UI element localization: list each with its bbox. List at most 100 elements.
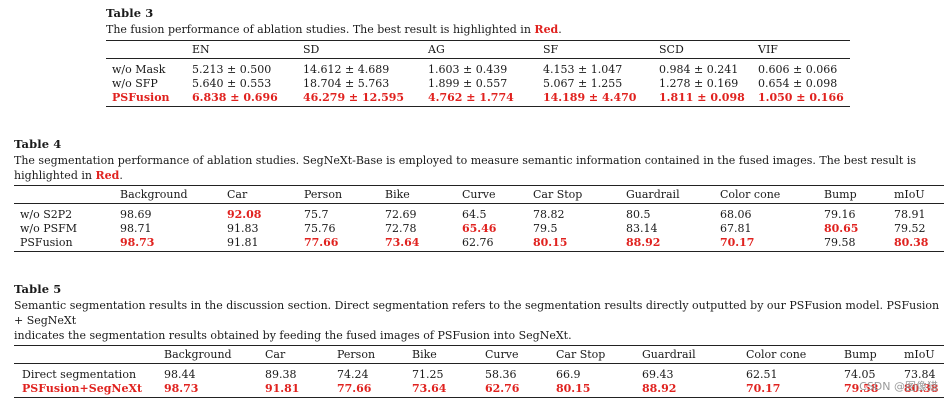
table4-cell: 80.65 — [824, 221, 859, 235]
table4-cell: 65.46 — [462, 221, 497, 235]
table5-caption-line1: Semantic segmentation results in the dis… — [14, 299, 940, 327]
table3-col-header — [106, 41, 192, 59]
table5-cell: 73.84 — [904, 367, 936, 381]
table3-col-header: EN — [192, 43, 210, 56]
table4-cell: 83.14 — [626, 221, 658, 235]
table3-title: Table 3 — [106, 6, 154, 20]
table4-cell: 91.83 — [227, 221, 259, 235]
table3-row: w/o SFP 5.640 ± 0.553 18.704 ± 5.763 1.899 … — [106, 76, 850, 90]
table4-col-header — [14, 186, 120, 204]
table4-row: w/o PSFM 98.71 91.83 75.76 72.78 65.46 79.5 83.… — [14, 221, 944, 235]
table5-col-header: Bike — [412, 348, 437, 361]
table5-cell: 80.15 — [556, 381, 591, 395]
table5-cell: 88.92 — [642, 381, 677, 395]
table3-row-label: w/o Mask — [112, 62, 166, 76]
table3-col-header: AG — [428, 43, 445, 56]
table5-cell: 89.38 — [265, 367, 297, 381]
table3-cell: 1.278 ± 0.169 — [659, 76, 739, 90]
table3-cell: 0.984 ± 0.241 — [659, 62, 739, 76]
table3-header-row: EN SD AG SF SCD VIF — [106, 41, 850, 59]
table5-cell: 74.05 — [844, 367, 876, 381]
table5-cell: 58.36 — [485, 367, 517, 381]
table3-col-header: SD — [303, 43, 320, 56]
table3-cell: 1.811 ± 0.098 — [659, 90, 745, 104]
table4-cell: 79.5 — [533, 221, 558, 235]
table5-col-header: Color cone — [746, 348, 807, 361]
table3-cell: 1.050 ± 0.166 — [758, 90, 844, 104]
table5-cell: 74.24 — [337, 367, 369, 381]
table4-cell: 77.66 — [304, 235, 339, 249]
table4-header-row: Background Car Person Bike Curve Car Stop Guar… — [14, 186, 944, 204]
table4-cell: 88.92 — [626, 235, 661, 249]
table4-cell: 62.76 — [462, 235, 494, 249]
table3-caption: The fusion performance of ablation studi… — [106, 22, 850, 37]
table5-col-header: Person — [337, 348, 376, 361]
table4-col-header: Car Stop — [533, 188, 583, 201]
table3-row-label: PSFusion — [112, 90, 170, 104]
table4-cell: 64.5 — [462, 207, 487, 221]
table5-cell: 79.58 — [844, 381, 879, 395]
table4-col-header: Person — [304, 188, 343, 201]
table5-row: Direct segmentation 98.44 89.38 74.24 71.25 5… — [14, 364, 944, 382]
table3-row: w/o Mask 5.213 ± 0.500 14.612 ± 4.689 1.603… — [106, 59, 850, 77]
table5-row: PSFusion+SegNeXt 98.73 91.81 77.66 73.64 62.7… — [14, 381, 944, 397]
table5-cell: 91.81 — [265, 381, 300, 395]
table5-cell: 69.43 — [642, 367, 674, 381]
table5-row-label: PSFusion+SegNeXt — [22, 381, 143, 395]
table4-cell: 80.38 — [894, 235, 929, 249]
table4-cell: 91.81 — [227, 235, 259, 249]
table4-row-label: w/o PSFM — [20, 221, 78, 235]
table5-title: Table 5 — [14, 282, 62, 296]
table3-caption-end: . — [558, 23, 562, 36]
table3-cell: 18.704 ± 5.763 — [303, 76, 390, 90]
table5-cell: 70.17 — [746, 381, 781, 395]
table4-caption-end: . — [119, 169, 123, 182]
table3-caption-text: The fusion performance of ablation studi… — [106, 23, 535, 36]
table4-cell: 78.91 — [894, 207, 926, 221]
table5-cell: 66.9 — [556, 367, 581, 381]
table3-cell: 5.640 ± 0.553 — [192, 76, 272, 90]
table4-cell: 73.64 — [385, 235, 420, 249]
table4-col-header: Car — [227, 188, 248, 201]
table3-cell: 5.067 ± 1.255 — [543, 76, 623, 90]
table4-title: Table 4 — [14, 137, 62, 151]
table5-col-header: Car — [265, 348, 286, 361]
table3-cell: 0.654 ± 0.098 — [758, 76, 838, 90]
table4-col-header: Curve — [462, 188, 496, 201]
table3-caption-red: Red — [534, 23, 559, 36]
table5-col-header: Bump — [844, 348, 877, 361]
table5: Background Car Person Bike Curve Car Stop Guar… — [14, 345, 944, 398]
table4-cell: 70.17 — [720, 235, 755, 249]
table3-cell: 4.153 ± 1.047 — [543, 62, 623, 76]
table4-cell: 79.52 — [894, 221, 926, 235]
table4-cell: 98.71 — [120, 221, 152, 235]
table3-cell: 5.213 ± 0.500 — [192, 62, 272, 76]
table4-col-header: Background — [120, 188, 188, 201]
table4-col-header: Bike — [385, 188, 410, 201]
table4: Background Car Person Bike Curve Car Stop Guar… — [14, 185, 944, 252]
table5-col-header — [14, 346, 164, 364]
table5-section: Table 5 Semantic segmentation results in… — [14, 282, 944, 398]
table4-row: PSFusion 98.73 91.81 77.66 73.64 62.76 80.15 88… — [14, 235, 944, 251]
table4-cell: 80.15 — [533, 235, 568, 249]
table5-cell: 62.76 — [485, 381, 520, 395]
table4-cell: 80.5 — [626, 207, 651, 221]
table3-cell: 14.612 ± 4.689 — [303, 62, 390, 76]
table4-col-header: Guardrail — [626, 188, 680, 201]
table4-caption-text: The segmentation performance of ablation… — [14, 154, 916, 182]
table3-cell: 1.899 ± 0.557 — [428, 76, 508, 90]
table4-cell: 68.06 — [720, 207, 752, 221]
table3-col-header: VIF — [758, 43, 778, 56]
table5-cell: 62.51 — [746, 367, 778, 381]
table4-col-header: Color cone — [720, 188, 781, 201]
table4-section: Table 4 The segmentation performance of … — [14, 137, 944, 252]
table3-cell: 46.279 ± 12.595 — [303, 90, 405, 104]
table5-cell: 73.64 — [412, 381, 447, 395]
table4-cell: 98.73 — [120, 235, 155, 249]
table4-cell: 79.58 — [824, 235, 856, 249]
table5-cell: 71.25 — [412, 367, 444, 381]
table5-cell: 80.38 — [904, 381, 939, 395]
table5-caption-line2: indicates the segmentation results obtai… — [14, 329, 572, 342]
table3-cell: 14.189 ± 4.470 — [543, 90, 637, 104]
table5-col-header: Guardrail — [642, 348, 696, 361]
